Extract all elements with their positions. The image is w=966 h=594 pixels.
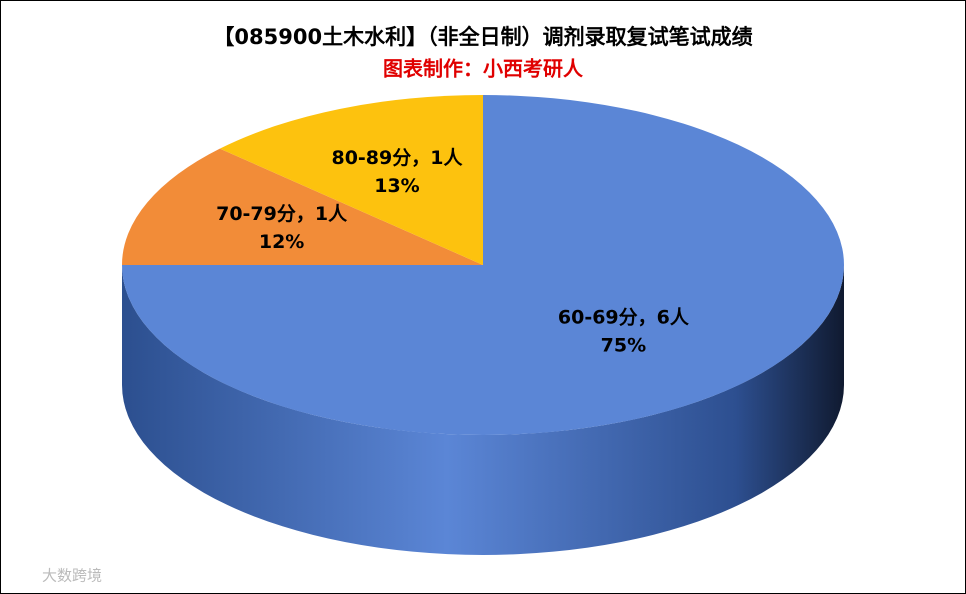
chart-subtitle: 图表制作：小西考研人 (383, 57, 584, 81)
data-label-value: 75% (601, 335, 646, 357)
data-label-category: 60-69分，6人 (558, 307, 690, 329)
data-label-value: 12% (259, 231, 304, 253)
data-label-category: 80-89分，1人 (331, 147, 463, 169)
data-label-category: 70-79分，1人 (216, 203, 348, 225)
slice (122, 148, 483, 265)
data-label-value: 13% (374, 175, 419, 197)
watermark: 大数跨境 (42, 567, 102, 585)
chart-title: 【085900土木水利】（非全日制）调剂录取复试笔试成绩 (213, 25, 752, 49)
slice (219, 95, 483, 265)
slice-side (122, 265, 844, 555)
